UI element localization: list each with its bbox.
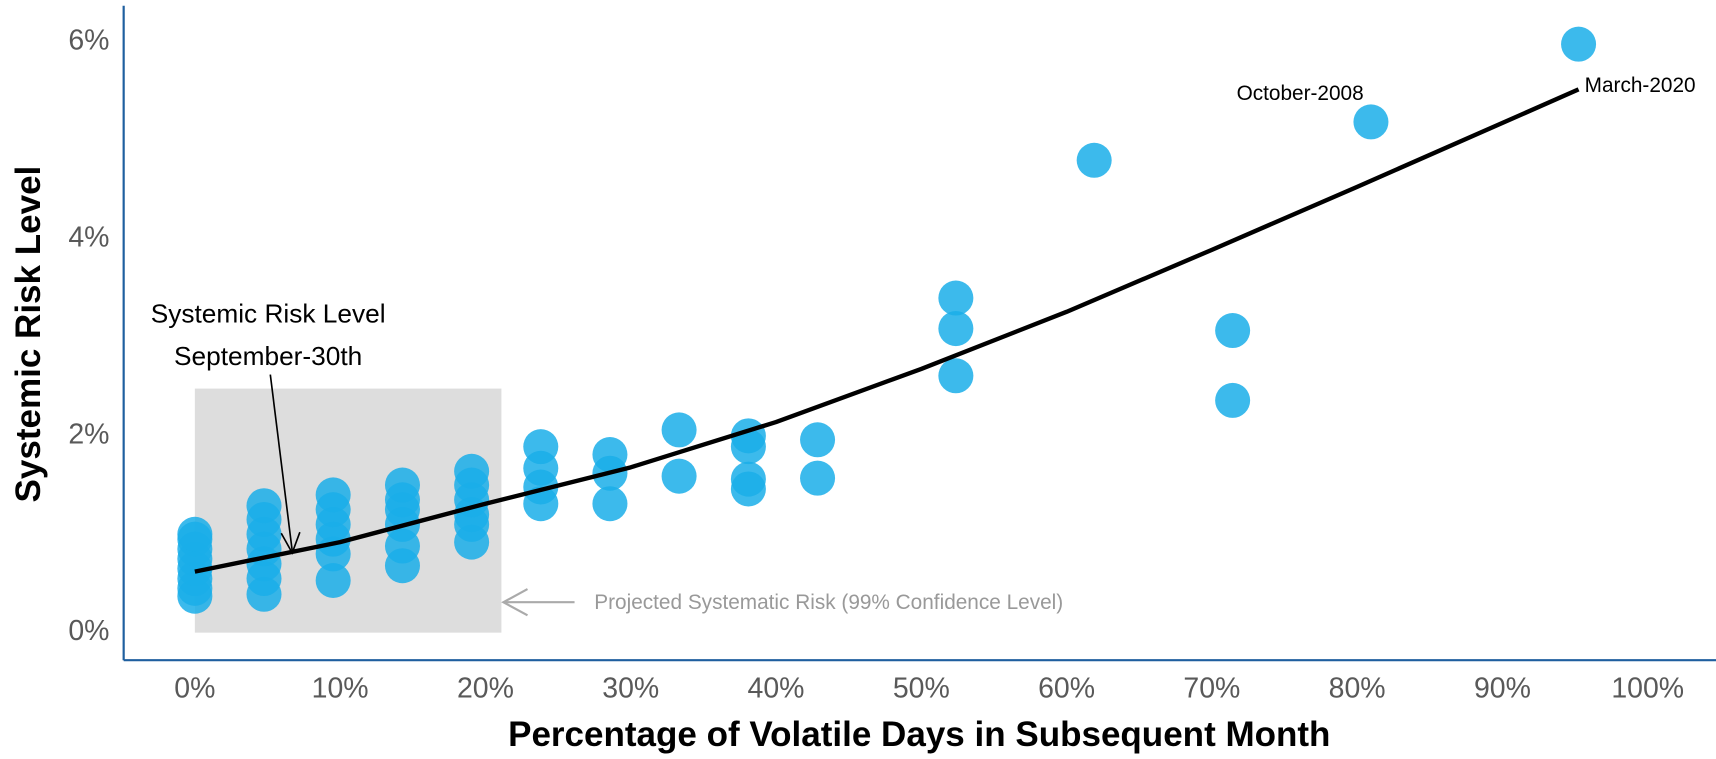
annotation: September-30th bbox=[174, 341, 362, 371]
point bbox=[592, 486, 628, 522]
x-tick-label: 0% bbox=[174, 672, 215, 704]
point bbox=[938, 358, 974, 394]
fit-line bbox=[194, 87, 1580, 574]
point bbox=[315, 477, 351, 513]
point bbox=[592, 437, 628, 473]
point bbox=[661, 412, 697, 448]
point bbox=[730, 461, 766, 497]
point bbox=[938, 311, 974, 347]
y-tick-label: 6% bbox=[68, 25, 109, 57]
x-tick-label: 60% bbox=[1038, 672, 1095, 704]
x-tick-label: 40% bbox=[748, 672, 805, 704]
annotation-arrow bbox=[269, 374, 294, 551]
x-axis-title: Percentage of Volatile Days in Subsequen… bbox=[508, 715, 1330, 754]
point bbox=[1215, 382, 1251, 418]
point bbox=[177, 516, 213, 552]
y-tick-label: 0% bbox=[68, 615, 109, 647]
x-tick-label: 50% bbox=[893, 672, 950, 704]
point bbox=[315, 562, 351, 599]
annotation-arrowhead bbox=[501, 588, 529, 617]
point bbox=[246, 488, 282, 524]
x-tick-label: 80% bbox=[1329, 672, 1386, 704]
annotation: Systemic Risk Level bbox=[151, 298, 386, 328]
y-tick-label: 4% bbox=[68, 222, 109, 254]
annotation: Projected Systematic Risk (99% Confidenc… bbox=[594, 591, 1063, 614]
point bbox=[938, 280, 974, 316]
x-tick-label: 100% bbox=[1611, 672, 1684, 704]
x-tick-label: 10% bbox=[312, 672, 369, 704]
point bbox=[1076, 142, 1112, 178]
line-layer bbox=[194, 87, 1580, 574]
y-tick-label: 2% bbox=[68, 418, 109, 450]
point bbox=[454, 453, 490, 489]
point bbox=[523, 429, 559, 465]
points-layer bbox=[177, 26, 1597, 614]
y-axis-title: Systemic Risk Level bbox=[9, 166, 48, 503]
x-tick-label: 90% bbox=[1474, 672, 1531, 704]
point bbox=[1561, 26, 1597, 62]
x-tick-label: 20% bbox=[457, 672, 514, 704]
point bbox=[661, 458, 697, 494]
point bbox=[1353, 104, 1389, 140]
x-tick-label: 30% bbox=[602, 672, 659, 704]
annotation: October-2008 bbox=[1237, 82, 1364, 105]
point bbox=[384, 467, 420, 503]
x-tick-label: 70% bbox=[1183, 672, 1240, 704]
point bbox=[1215, 313, 1251, 349]
annotation-arrowhead bbox=[280, 531, 301, 555]
point bbox=[800, 422, 836, 458]
point bbox=[800, 460, 836, 496]
annotation: March-2020 bbox=[1585, 74, 1696, 97]
